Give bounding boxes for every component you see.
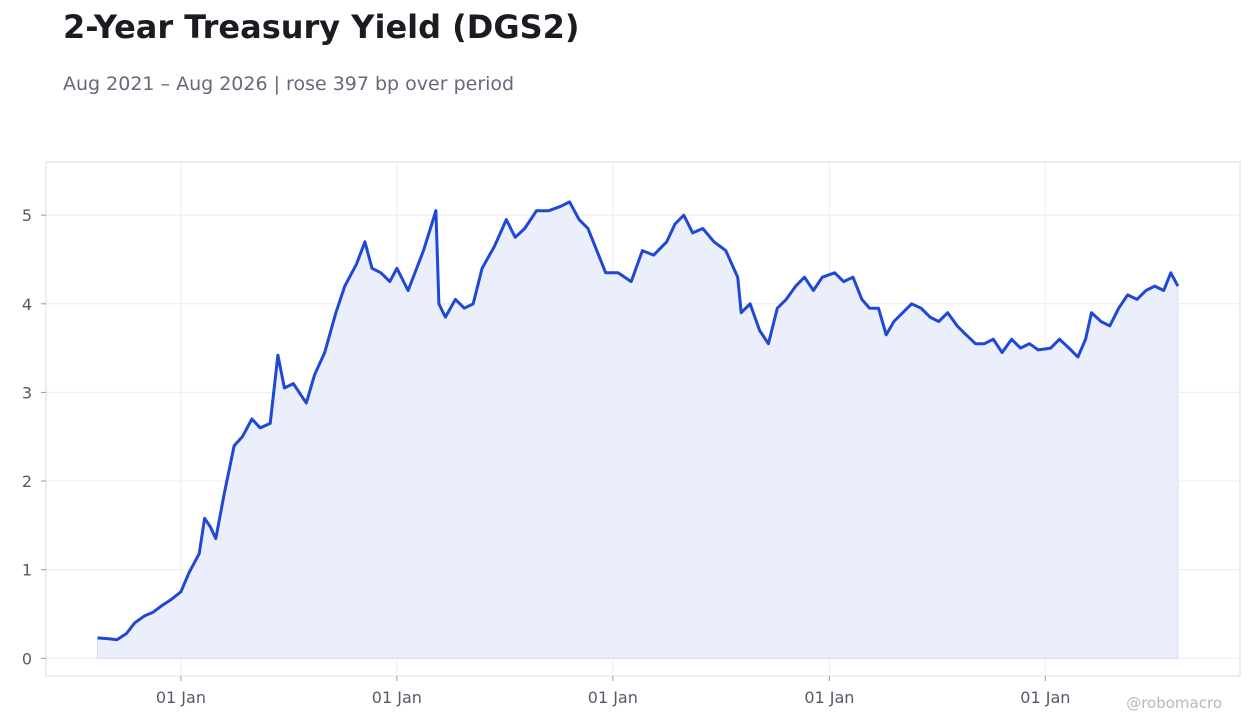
y-tick-label: 0 xyxy=(22,649,32,668)
y-tick-label: 3 xyxy=(22,383,32,402)
yield-line xyxy=(97,200,1180,642)
x-tick-label: 01 Jan xyxy=(1020,688,1070,707)
x-tick-label: 01 Jan xyxy=(588,688,638,707)
y-tick-label: 5 xyxy=(22,206,32,225)
y-tick-label: 4 xyxy=(22,295,32,314)
x-tick-label: 01 Jan xyxy=(156,688,206,707)
y-tick-label: 1 xyxy=(22,561,32,580)
x-tick-label: 01 Jan xyxy=(804,688,854,707)
x-axis: 01 Jan 01 Jan 01 Jan 01 Jan 01 Jan xyxy=(156,676,1070,707)
chart-subtitle: Aug 2021 – Aug 2026 | rose 397 bp over p… xyxy=(63,73,515,95)
y-tick-label: 2 xyxy=(22,472,32,491)
y-axis: 0 1 2 3 4 5 xyxy=(22,206,46,668)
watermark: @robomacro xyxy=(1126,694,1222,712)
chart-title: 2-Year Treasury Yield (DGS2) xyxy=(63,8,580,46)
x-tick-label: 01 Jan xyxy=(372,688,422,707)
